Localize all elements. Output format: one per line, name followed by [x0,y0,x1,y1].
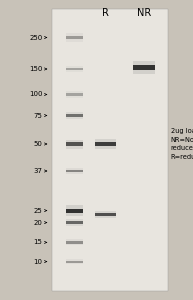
Text: 150: 150 [29,66,42,72]
Bar [66,205,83,216]
Text: 50: 50 [34,141,42,147]
Text: R: R [102,8,109,17]
Bar [66,239,83,245]
Text: 10: 10 [33,259,42,265]
Bar [66,114,83,117]
Bar [66,36,83,39]
Bar [66,66,83,72]
Bar [95,142,116,146]
Text: 2ug loading
NR=Non-
reduced
R=reduced: 2ug loading NR=Non- reduced R=reduced [171,128,193,160]
Bar [66,261,83,262]
Text: 100: 100 [29,92,42,98]
Bar [66,91,83,98]
Bar [66,221,83,224]
Text: NR: NR [137,8,151,17]
Bar [66,33,83,42]
Bar [66,259,83,264]
Bar [52,9,168,291]
Bar [66,219,83,226]
Text: 75: 75 [34,112,42,118]
Text: 20: 20 [34,220,42,226]
Bar [95,211,116,218]
Bar [133,65,155,70]
Text: 37: 37 [33,168,42,174]
Text: 250: 250 [29,34,42,40]
Bar [66,93,83,96]
Bar [66,68,83,70]
Bar [66,208,83,213]
Text: 25: 25 [34,208,42,214]
Text: 15: 15 [34,239,42,245]
Bar [66,140,83,148]
Bar [133,61,155,74]
Bar [66,241,83,244]
Bar [66,112,83,119]
Bar [66,168,83,174]
Bar [95,213,116,216]
Bar [66,170,83,172]
Bar [95,139,116,149]
Bar [66,142,83,146]
